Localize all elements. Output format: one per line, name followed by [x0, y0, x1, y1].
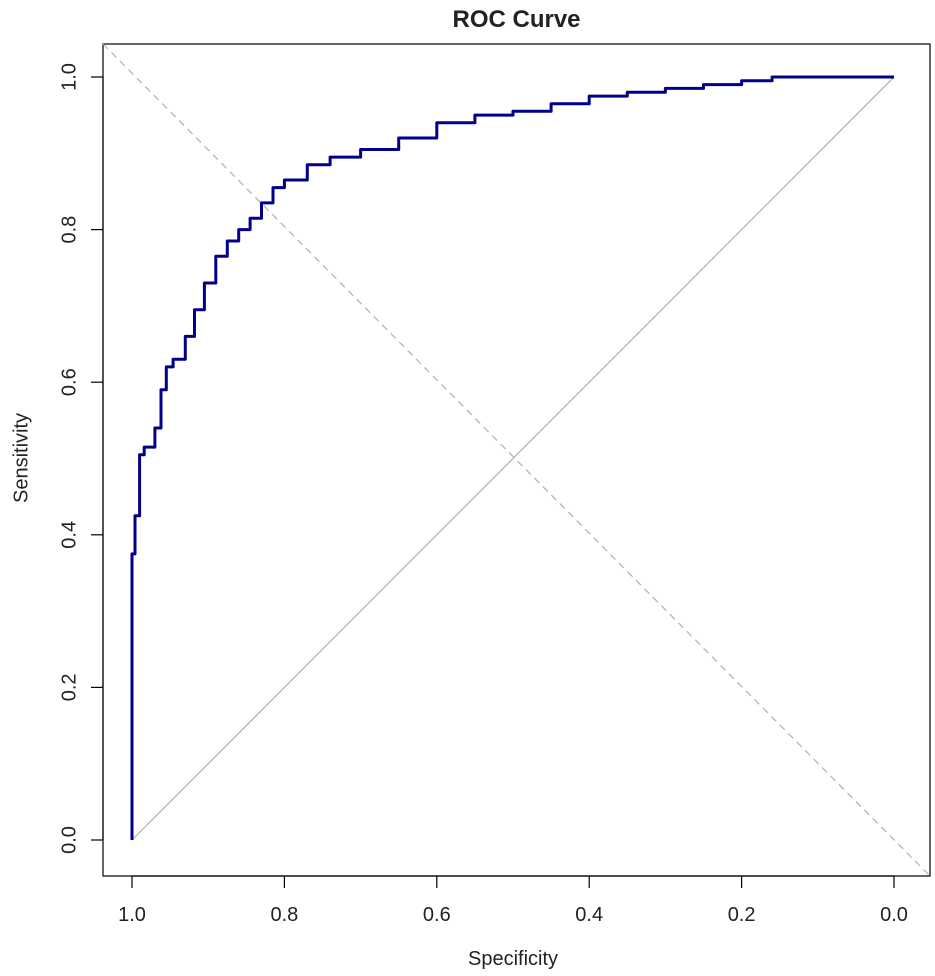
x-tick-label: 0.2 [728, 904, 756, 926]
x-tick-label: 0.6 [423, 904, 451, 926]
x-tick-label: 0.4 [575, 904, 603, 926]
y-tick-label: 0.4 [58, 521, 80, 549]
roc-curve [130, 75, 894, 840]
chart-title: ROC Curve [452, 6, 580, 33]
dashed-cross-diagonal [102, 43, 931, 877]
series-layer [130, 75, 894, 840]
x-tick-label: 0.0 [880, 904, 908, 926]
y-axis-label: Sensitivity [10, 413, 32, 503]
x-axis-label: Specificity [468, 948, 558, 970]
y-tick-label: 0.2 [58, 673, 80, 701]
x-tick-label: 1.0 [118, 904, 146, 926]
y-tick-label: 0.6 [58, 368, 80, 396]
y-tick-label: 1.0 [58, 63, 80, 91]
x-axis: 1.0 0.8 0.6 0.4 0.2 0.0 [118, 875, 908, 926]
y-tick-label: 0.8 [58, 216, 80, 244]
y-axis: 0.0 0.2 0.4 0.6 0.8 1.0 [58, 63, 104, 854]
reference-lines [102, 43, 931, 877]
x-tick-label: 0.8 [270, 904, 298, 926]
chance-diagonal [131, 76, 895, 841]
y-tick-label: 0.0 [58, 826, 80, 854]
